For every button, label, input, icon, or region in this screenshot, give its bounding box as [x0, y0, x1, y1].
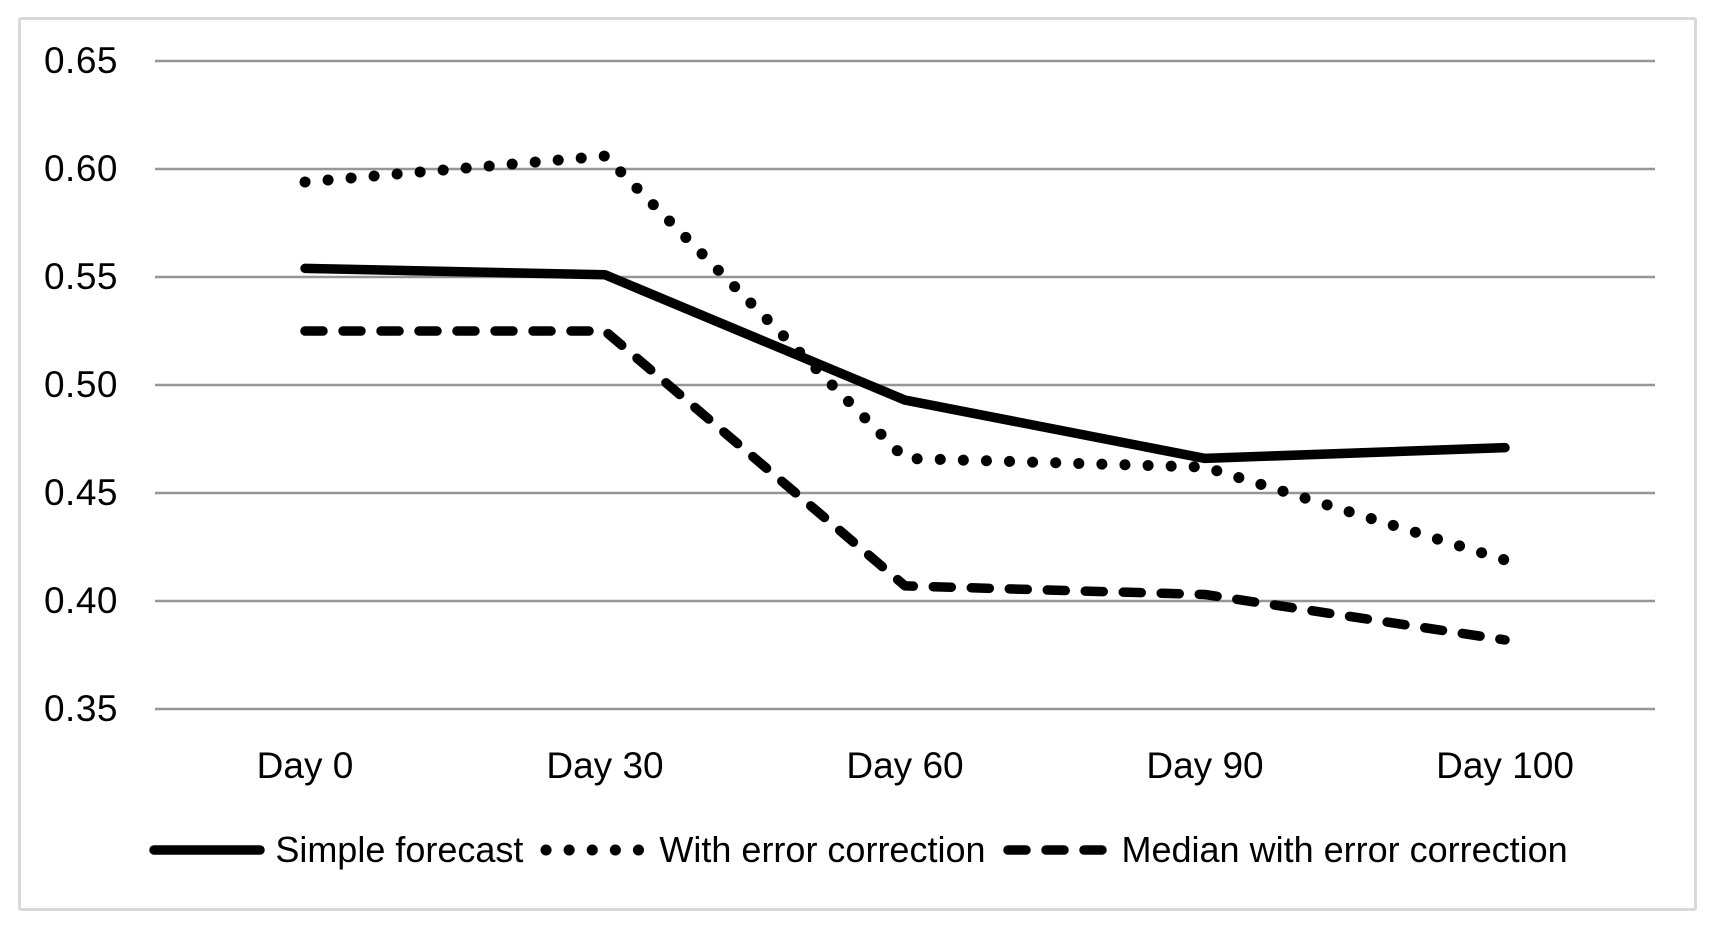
x-axis-tick-label: Day 100 [1436, 745, 1574, 786]
chart-frame [18, 17, 1697, 911]
legend-item-with-error-correction: With error correction [539, 828, 986, 872]
series-line-dashed [300, 326, 1510, 645]
series-line-solid [300, 263, 1510, 464]
series-line-dotted [299, 150, 1511, 566]
legend-label: Simple forecast [275, 829, 524, 870]
y-axis-tick-label: 0.55 [43, 256, 118, 297]
y-axis-tick-label: 0.65 [43, 40, 118, 81]
legend-label: Median with error correction [1121, 829, 1568, 870]
y-axis-tick-label: 0.50 [43, 364, 118, 405]
legend-item-simple-forecast: Simple forecast [147, 828, 523, 872]
x-axis-tick-label: Day 30 [546, 745, 664, 786]
y-axis-tick-label: 0.45 [43, 472, 118, 513]
dotted-line-swatch-icon [540, 844, 645, 856]
x-axis-tick-label: Day 90 [1146, 745, 1264, 786]
dashed-line-swatch-icon [1002, 845, 1107, 855]
x-axis-tick-label: Day 60 [846, 745, 964, 786]
legend: Simple forecast With error correction Me… [0, 824, 1715, 876]
legend-label: With error correction [659, 829, 986, 870]
x-axis-tick-label: Day 0 [256, 745, 354, 786]
legend-item-median-with-error-correction: Median with error correction [1002, 828, 1568, 872]
solid-line-swatch-icon [149, 845, 266, 855]
y-axis-tick-label: 0.60 [43, 148, 118, 189]
y-axis-tick-label: 0.35 [43, 688, 118, 729]
y-axis-tick-label: 0.40 [43, 580, 118, 621]
